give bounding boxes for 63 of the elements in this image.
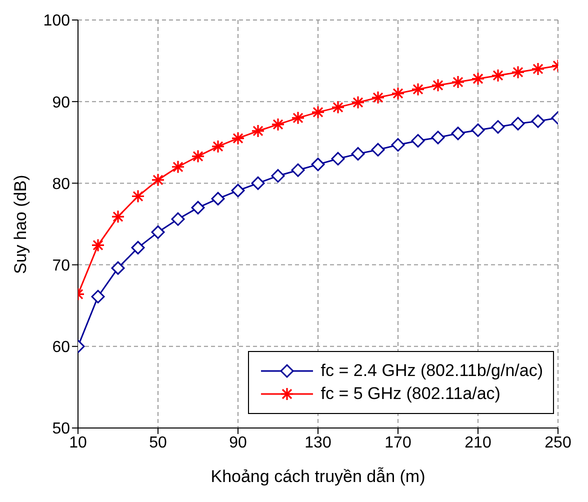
point — [511, 65, 525, 80]
y-tick-label: 70 — [52, 257, 70, 274]
point — [391, 86, 405, 100]
point — [511, 116, 525, 130]
point — [311, 158, 325, 172]
point — [111, 210, 125, 224]
y-tick-label: 50 — [52, 420, 70, 438]
point — [371, 142, 385, 156]
point — [111, 261, 125, 275]
point — [491, 68, 505, 82]
point — [471, 123, 485, 137]
point — [271, 118, 285, 132]
point — [91, 290, 105, 304]
point — [211, 192, 225, 206]
y-axis-title: Suy hao (dB) — [11, 174, 30, 274]
point — [531, 114, 545, 128]
point — [431, 130, 445, 144]
point — [391, 138, 405, 152]
point — [191, 200, 205, 214]
point — [151, 173, 165, 187]
point — [331, 100, 345, 114]
x-tick-label: 50 — [149, 434, 167, 452]
point — [251, 124, 265, 138]
x-tick-label: 130 — [304, 434, 332, 452]
y-tick-label: 80 — [52, 176, 70, 193]
point — [291, 163, 305, 177]
point — [251, 176, 265, 190]
point — [371, 90, 385, 104]
point — [331, 152, 345, 166]
x-tick-label: 10 — [69, 434, 87, 452]
x-tick-label: 90 — [229, 434, 247, 452]
point — [231, 132, 245, 146]
point — [471, 72, 485, 86]
x-tick-label: 210 — [464, 434, 492, 452]
point — [211, 140, 225, 154]
point — [311, 105, 325, 120]
point — [271, 169, 285, 183]
point — [291, 111, 305, 125]
point — [231, 184, 245, 198]
point — [171, 160, 185, 174]
point — [451, 75, 465, 89]
y-tick-label: 90 — [52, 94, 70, 112]
y-tick-label: 100 — [43, 12, 70, 30]
point — [191, 149, 205, 164]
legend-label: fc = 2.4 GHz (802.11b/g/n/ac) — [320, 361, 543, 381]
point — [451, 126, 465, 140]
legend-label: fc = 5 GHz (802.11a/ac) — [320, 384, 500, 404]
point — [351, 147, 365, 161]
point — [131, 240, 145, 254]
point — [491, 120, 505, 134]
x-tick-label: 170 — [384, 434, 412, 452]
point — [411, 134, 425, 148]
x-axis-title: Khoảng cách truyền dẫn (m) — [210, 467, 426, 486]
y-tick-label: 60 — [52, 339, 70, 356]
point — [531, 62, 545, 76]
point — [351, 96, 365, 110]
point — [91, 238, 105, 252]
point — [431, 78, 445, 92]
point — [151, 225, 165, 239]
point — [411, 82, 425, 96]
x-tick-label: 250 — [544, 434, 572, 452]
point — [171, 212, 185, 226]
point — [131, 189, 145, 204]
